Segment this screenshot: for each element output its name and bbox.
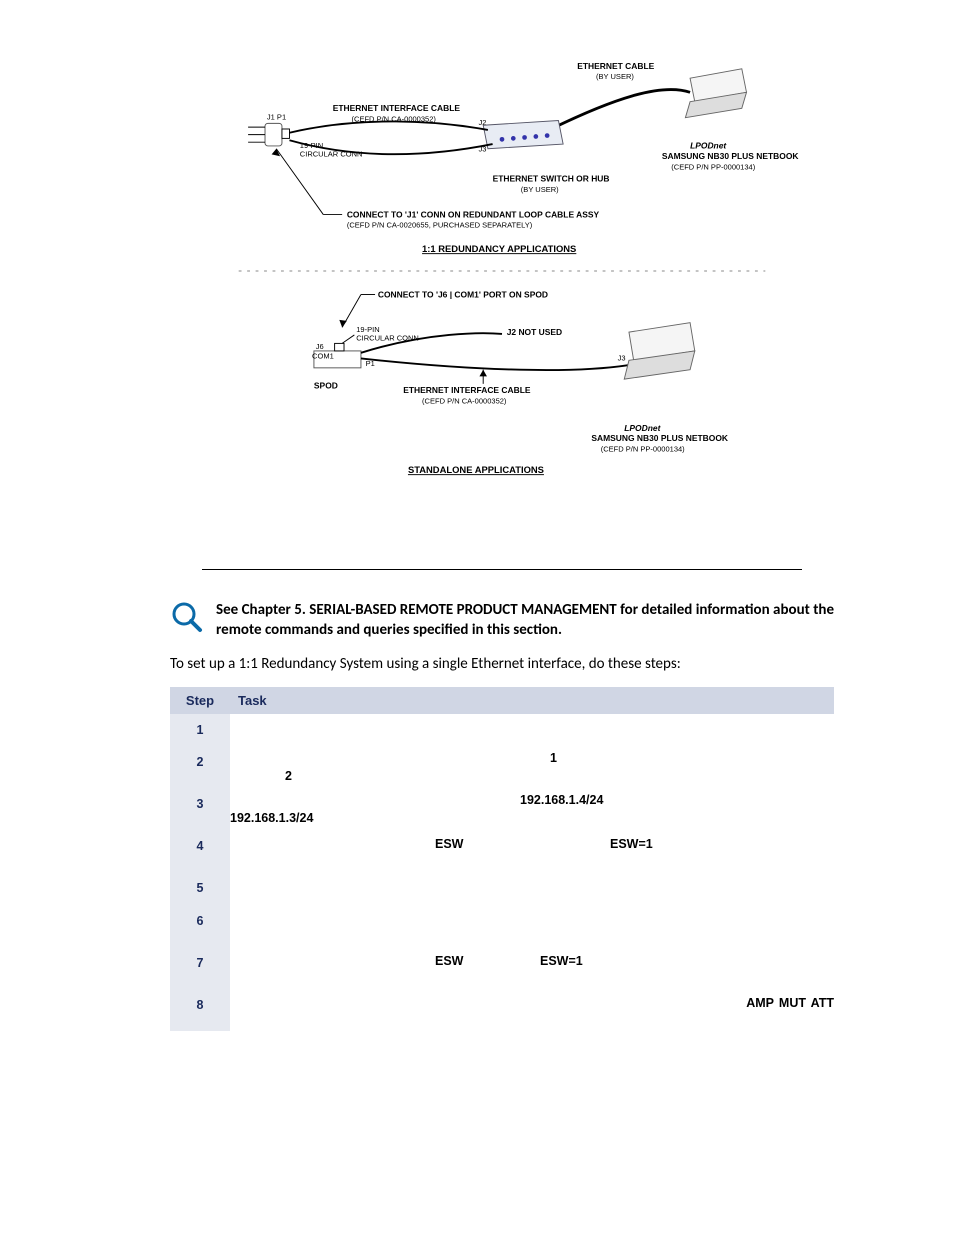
label-j2-top: J2 bbox=[478, 118, 486, 127]
col-step: Step bbox=[170, 687, 230, 714]
magnifier-icon bbox=[170, 600, 204, 634]
label-19pin-b: CIRCULAR CONN bbox=[300, 149, 363, 158]
label-eth-if-bot-sub: (CEFD P/N CA-0000352) bbox=[422, 397, 507, 406]
task-fragment: 192.168.1.4/24 bbox=[520, 792, 603, 809]
task-fragment: ESW=1 bbox=[610, 836, 653, 853]
title-redundancy: 1:1 REDUNDANCY APPLICATIONS bbox=[422, 243, 576, 254]
label-spod: SPOD bbox=[314, 381, 338, 391]
label-eth-if: ETHERNET INTERFACE CABLE bbox=[333, 103, 461, 113]
label-connect-j1: CONNECT TO 'J1' CONN ON REDUNDANT LOOP C… bbox=[347, 209, 600, 219]
col-task: Task bbox=[230, 687, 834, 714]
title-standalone: STANDALONE APPLICATIONS bbox=[408, 464, 544, 475]
label-connect-j1-sub: (CEFD P/N CA-0020655, PURCHASED SEPARATE… bbox=[347, 221, 533, 230]
step-number: 8 bbox=[170, 989, 230, 1031]
task-fragment: ESW=1 bbox=[540, 953, 583, 970]
step-number: 1 bbox=[170, 714, 230, 747]
label-switch: ETHERNET SWITCH OR HUB bbox=[493, 174, 610, 184]
step-number: 5 bbox=[170, 872, 230, 905]
laptop-top-icon bbox=[685, 69, 746, 118]
label-eth-if-bot: ETHERNET INTERFACE CABLE bbox=[403, 385, 531, 395]
laptop-bottom-icon bbox=[624, 323, 695, 379]
label-eth-cable-sub: (BY USER) bbox=[596, 72, 634, 81]
step-task: ESW ESW=1 bbox=[230, 830, 834, 872]
step-number: 4 bbox=[170, 830, 230, 872]
step-number: 7 bbox=[170, 947, 230, 989]
step-task: AMP MUT ATT bbox=[230, 989, 834, 1031]
step-task bbox=[230, 714, 834, 747]
task-fragment: 2 bbox=[285, 768, 292, 785]
label-j1p1: J1 P1 bbox=[267, 113, 286, 122]
chapter-note: See Chapter 5. SERIAL-BASED REMOTE PRODU… bbox=[170, 600, 834, 641]
label-j2nu: J2 NOT USED bbox=[507, 327, 562, 337]
label-j3-bot: J3 bbox=[618, 353, 626, 362]
connection-diagram: ETHERNET CABLE (BY USER) ETHERNET INTERF… bbox=[202, 50, 802, 570]
label-netbook-top-sub: (CEFD P/N PP-0000134) bbox=[671, 162, 755, 171]
intro-text: To set up a 1:1 Redundancy System using … bbox=[170, 655, 834, 673]
diagram-svg: ETHERNET CABLE (BY USER) ETHERNET INTERF… bbox=[202, 50, 802, 539]
label-eth-cable: ETHERNET CABLE bbox=[577, 61, 654, 71]
label-netbook-bot: SAMSUNG NB30 PLUS NETBOOK bbox=[591, 433, 729, 443]
label-com1: COM1 bbox=[312, 351, 334, 360]
label-j6: J6 bbox=[316, 342, 324, 351]
task-fragment: ESW bbox=[435, 953, 463, 970]
step-task bbox=[230, 872, 834, 905]
steps-table: Step Task 12213192.168.1.3/24192.168.1.4… bbox=[170, 687, 834, 1032]
task-fragment: MUT bbox=[779, 995, 806, 1012]
step-task: 192.168.1.3/24 192.168.1.4/24 bbox=[230, 788, 834, 830]
label-switch-sub: (BY USER) bbox=[521, 185, 559, 194]
task-fragment: AMP bbox=[746, 995, 774, 1012]
step-task bbox=[230, 905, 834, 947]
connector-top-icon bbox=[248, 123, 289, 146]
step-task: ESW ESW=1 bbox=[230, 947, 834, 989]
step-number: 6 bbox=[170, 905, 230, 947]
label-connect-j6: CONNECT TO 'J6 | COM1' PORT ON SPOD bbox=[378, 289, 548, 299]
label-netbook-bot-sub: (CEFD P/N PP-0000134) bbox=[601, 445, 685, 454]
label-lpodnet-bot: LPODnet bbox=[624, 423, 661, 433]
step-task: 21 bbox=[230, 746, 834, 788]
switch-icon bbox=[483, 121, 563, 149]
step-number: 2 bbox=[170, 746, 230, 788]
task-fragment: 192.168.1.3/24 bbox=[230, 810, 313, 827]
task-fragment: ATT bbox=[811, 995, 834, 1012]
step-number: 3 bbox=[170, 788, 230, 830]
task-fragment: 1 bbox=[550, 750, 557, 767]
label-netbook-top: SAMSUNG NB30 PLUS NETBOOK bbox=[662, 151, 800, 161]
label-lpodnet-top: LPODnet bbox=[690, 141, 727, 151]
label-j3-top: J3 bbox=[478, 145, 486, 154]
task-fragment: ESW bbox=[435, 836, 463, 853]
chapter-note-text: See Chapter 5. SERIAL-BASED REMOTE PRODU… bbox=[216, 600, 834, 641]
